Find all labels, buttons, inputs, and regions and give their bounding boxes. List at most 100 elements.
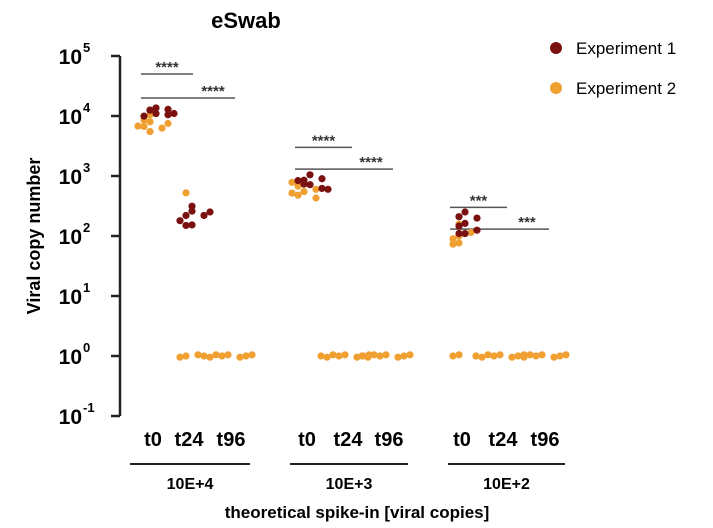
data-point xyxy=(318,184,326,193)
data-point xyxy=(449,235,457,243)
data-point xyxy=(212,351,220,359)
x-axis-label: theoretical spike-in [viral copies] xyxy=(225,503,490,522)
data-point xyxy=(472,352,480,360)
data-point xyxy=(550,353,558,361)
significance-label: *** xyxy=(518,214,536,231)
significance-label: *** xyxy=(470,192,488,209)
y-tick-label: 10 xyxy=(59,226,82,249)
data-point xyxy=(140,112,148,120)
data-point xyxy=(461,219,469,227)
data-point xyxy=(248,351,256,359)
data-point xyxy=(478,353,486,361)
legend-marker xyxy=(550,82,562,94)
data-point xyxy=(182,211,190,220)
x-tick-label: t0 xyxy=(453,429,471,451)
x-tick-label: t24 xyxy=(175,429,205,451)
data-point xyxy=(188,202,196,210)
x-tick-label: t24 xyxy=(334,429,364,451)
x-tick-label: t96 xyxy=(531,429,560,451)
data-point xyxy=(526,351,534,359)
y-tick-label: 10 xyxy=(59,106,82,129)
data-point xyxy=(288,189,296,197)
data-point xyxy=(200,211,208,220)
data-point xyxy=(358,352,366,360)
data-point xyxy=(490,352,498,360)
data-point xyxy=(317,352,325,360)
data-points xyxy=(134,104,570,361)
legend-label: Experiment 1 xyxy=(576,39,676,58)
data-point xyxy=(194,351,202,359)
x-tick-label: t0 xyxy=(298,429,316,451)
data-point xyxy=(341,351,349,359)
data-point xyxy=(556,352,564,360)
data-point xyxy=(562,351,570,359)
data-point xyxy=(461,208,469,216)
group-label: 10E+4 xyxy=(167,476,214,493)
data-point xyxy=(394,353,402,361)
data-point xyxy=(467,228,475,237)
data-point xyxy=(242,352,250,360)
data-point xyxy=(158,124,166,132)
y-tick-exponent: 2 xyxy=(83,220,90,235)
data-point xyxy=(473,226,481,234)
data-point xyxy=(152,104,160,112)
data-point xyxy=(532,352,540,360)
x-tick-label: t96 xyxy=(375,429,404,451)
legend: Experiment 1 Experiment 2 xyxy=(550,39,676,98)
data-point xyxy=(176,217,184,225)
data-point xyxy=(236,353,244,361)
data-point xyxy=(455,351,463,359)
data-point xyxy=(152,109,160,118)
significance-label: **** xyxy=(155,59,179,76)
data-point xyxy=(218,352,226,360)
data-point xyxy=(508,353,516,361)
data-point xyxy=(176,353,184,361)
significance-label: **** xyxy=(312,132,336,149)
data-point xyxy=(461,229,469,238)
data-point xyxy=(473,214,481,222)
y-tick-exponent: -1 xyxy=(83,400,95,415)
y-tick-exponent: 5 xyxy=(83,40,90,55)
data-point xyxy=(300,180,308,188)
y-tick-label: 10 xyxy=(59,286,82,309)
x-tick-label: t0 xyxy=(144,429,162,451)
data-point xyxy=(140,122,148,131)
data-point xyxy=(164,105,172,113)
group-label: 10E+2 xyxy=(483,476,530,493)
data-point xyxy=(370,351,378,359)
data-point xyxy=(182,352,190,360)
data-point xyxy=(455,239,463,247)
y-tick-label: 10 xyxy=(59,346,82,369)
data-point xyxy=(449,352,457,360)
data-point xyxy=(182,189,190,197)
data-point xyxy=(188,207,196,215)
x-categories: t0 t24 t96 10E+4 t0 t24 t96 10E+3 t0 t24 t96 10E+2 xyxy=(130,429,565,493)
data-point xyxy=(146,127,154,136)
data-point xyxy=(323,353,331,361)
data-point xyxy=(484,351,492,359)
data-point xyxy=(455,213,463,221)
data-point xyxy=(364,353,372,361)
data-point xyxy=(164,111,172,119)
y-axis-label: Viral copy number xyxy=(24,158,44,315)
data-point xyxy=(200,352,208,360)
data-point xyxy=(182,221,190,230)
y-tick-label: 10 xyxy=(59,46,82,69)
data-point xyxy=(134,122,142,130)
data-point xyxy=(324,185,332,193)
data-point xyxy=(455,229,463,238)
data-point xyxy=(206,353,214,361)
data-point xyxy=(382,351,390,359)
data-point xyxy=(164,119,172,128)
data-point xyxy=(300,187,308,196)
y-tick-label: 10 xyxy=(59,166,82,189)
data-point xyxy=(449,240,457,248)
y-tick-label: 10 xyxy=(59,406,82,429)
data-point xyxy=(520,353,528,361)
data-point xyxy=(306,181,314,189)
data-point xyxy=(538,351,546,359)
x-tick-label: t24 xyxy=(489,429,519,451)
group-label: 10E+3 xyxy=(326,476,373,493)
